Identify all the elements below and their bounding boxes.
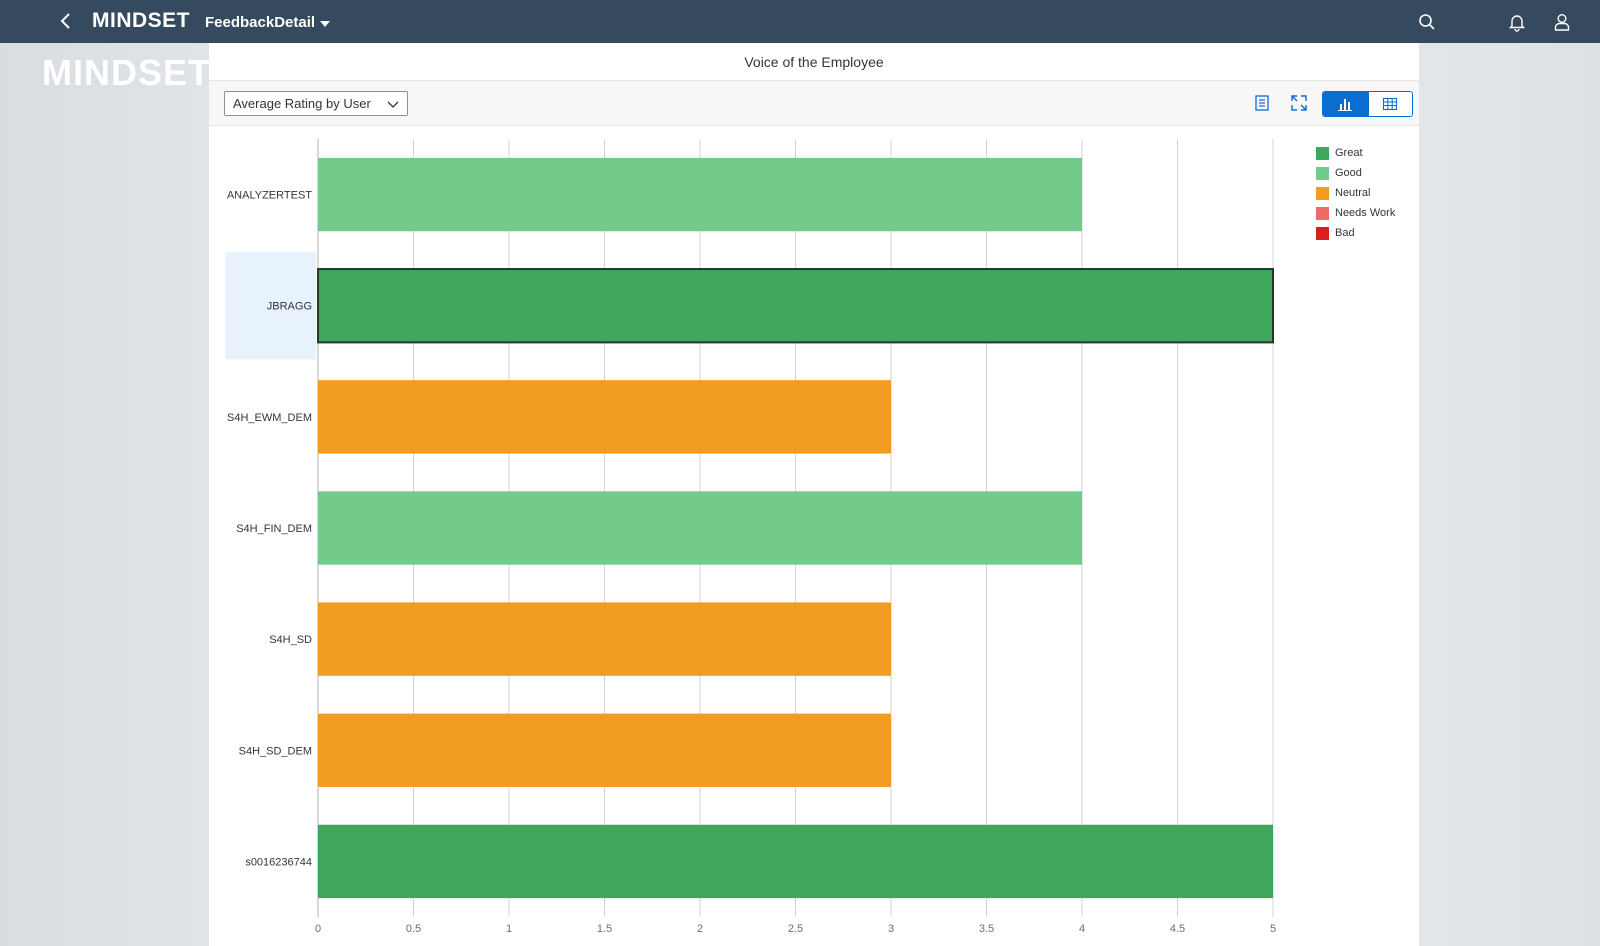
back-arrow-icon[interactable] <box>56 11 76 31</box>
y-category-label[interactable]: ANALYZERTEST <box>227 190 312 202</box>
report-card: Voice of the Employee Average Rating by … <box>209 43 1419 946</box>
card-title: Voice of the Employee <box>209 43 1419 81</box>
notification-bell-icon[interactable] <box>1507 12 1527 32</box>
selected-category-highlight <box>225 252 316 360</box>
y-category-label[interactable]: JBRAGG <box>267 301 312 313</box>
legend-label: Neutral <box>1335 187 1371 199</box>
legend-item[interactable]: Good <box>1316 163 1395 183</box>
x-tick-label: 0 <box>315 923 321 935</box>
bar[interactable] <box>318 824 1273 899</box>
bar[interactable] <box>318 491 1082 565</box>
legend-swatch <box>1316 186 1329 200</box>
app-title: FeedbackDetail <box>205 14 316 31</box>
chart-legend: Great Good Neutral Needs Work Bad <box>1316 143 1395 243</box>
legend-item[interactable]: Neutral <box>1316 183 1395 203</box>
x-tick-label: 4.5 <box>1170 923 1185 935</box>
legend-item[interactable]: Great <box>1316 143 1395 163</box>
shell-bar: MINDSET FeedbackDetail <box>0 0 1600 43</box>
y-category-label[interactable]: s0016236744 <box>245 856 312 868</box>
brand-logo[interactable]: MINDSET <box>92 9 190 32</box>
caret-down-icon <box>320 20 331 27</box>
rating-bar-chart: 0 0.5 1 1.5 2 2.5 3 3.5 4 4.5 5 ANALYZERTEST JBRAGG S… <box>225 139 1276 935</box>
bar[interactable] <box>318 602 891 676</box>
app-title-menu[interactable]: FeedbackDetail <box>205 14 331 31</box>
report-type-select[interactable]: Average Rating by User <box>224 91 408 116</box>
fullscreen-icon[interactable] <box>1290 94 1308 112</box>
search-icon[interactable] <box>1417 12 1437 32</box>
bar[interactable] <box>318 380 891 454</box>
x-tick-label: 2.5 <box>788 923 803 935</box>
x-tick-label: 1.5 <box>597 923 612 935</box>
report-type-value: Average Rating by User <box>233 96 371 111</box>
bar[interactable] <box>318 157 1082 232</box>
chevron-down-icon <box>387 101 399 108</box>
x-tick-label: 5 <box>1270 923 1276 935</box>
legend-label: Bad <box>1335 227 1355 239</box>
x-tick-label: 3.5 <box>979 923 994 935</box>
x-tick-label: 3 <box>888 923 894 935</box>
table-grid-icon <box>1383 97 1398 111</box>
chart-view-button[interactable] <box>1323 92 1368 116</box>
legend-list-icon[interactable] <box>1253 94 1271 112</box>
legend-swatch <box>1316 206 1329 220</box>
x-tick-label: 4 <box>1079 923 1085 935</box>
x-tick-label: 1 <box>506 923 512 935</box>
legend-label: Good <box>1335 167 1362 179</box>
legend-swatch <box>1316 166 1329 180</box>
x-tick-label: 2 <box>697 923 703 935</box>
bar[interactable] <box>318 713 891 787</box>
view-toggle <box>1322 91 1413 117</box>
y-category-label[interactable]: S4H_FIN_DEM <box>236 523 312 535</box>
chart-toolbar: Average Rating by User <box>209 81 1419 126</box>
bar-chart-icon <box>1338 99 1353 111</box>
table-view-button[interactable] <box>1367 92 1412 116</box>
legend-swatch <box>1316 226 1329 240</box>
y-category-label[interactable]: S4H_EWM_DEM <box>227 412 312 424</box>
legend-swatch <box>1316 146 1329 160</box>
legend-label: Needs Work <box>1335 207 1396 219</box>
x-tick-label: 0.5 <box>406 923 421 935</box>
legend-item[interactable]: Needs Work <box>1316 203 1395 223</box>
legend-label: Great <box>1335 147 1363 159</box>
bar[interactable] <box>317 268 1274 344</box>
y-category-label[interactable]: S4H_SD <box>269 634 312 646</box>
legend-item[interactable]: Bad <box>1316 223 1395 243</box>
user-profile-icon[interactable] <box>1552 12 1572 32</box>
y-category-label[interactable]: S4H_SD_DEM <box>239 745 312 757</box>
brand-watermark: MINDSET <box>42 52 211 93</box>
